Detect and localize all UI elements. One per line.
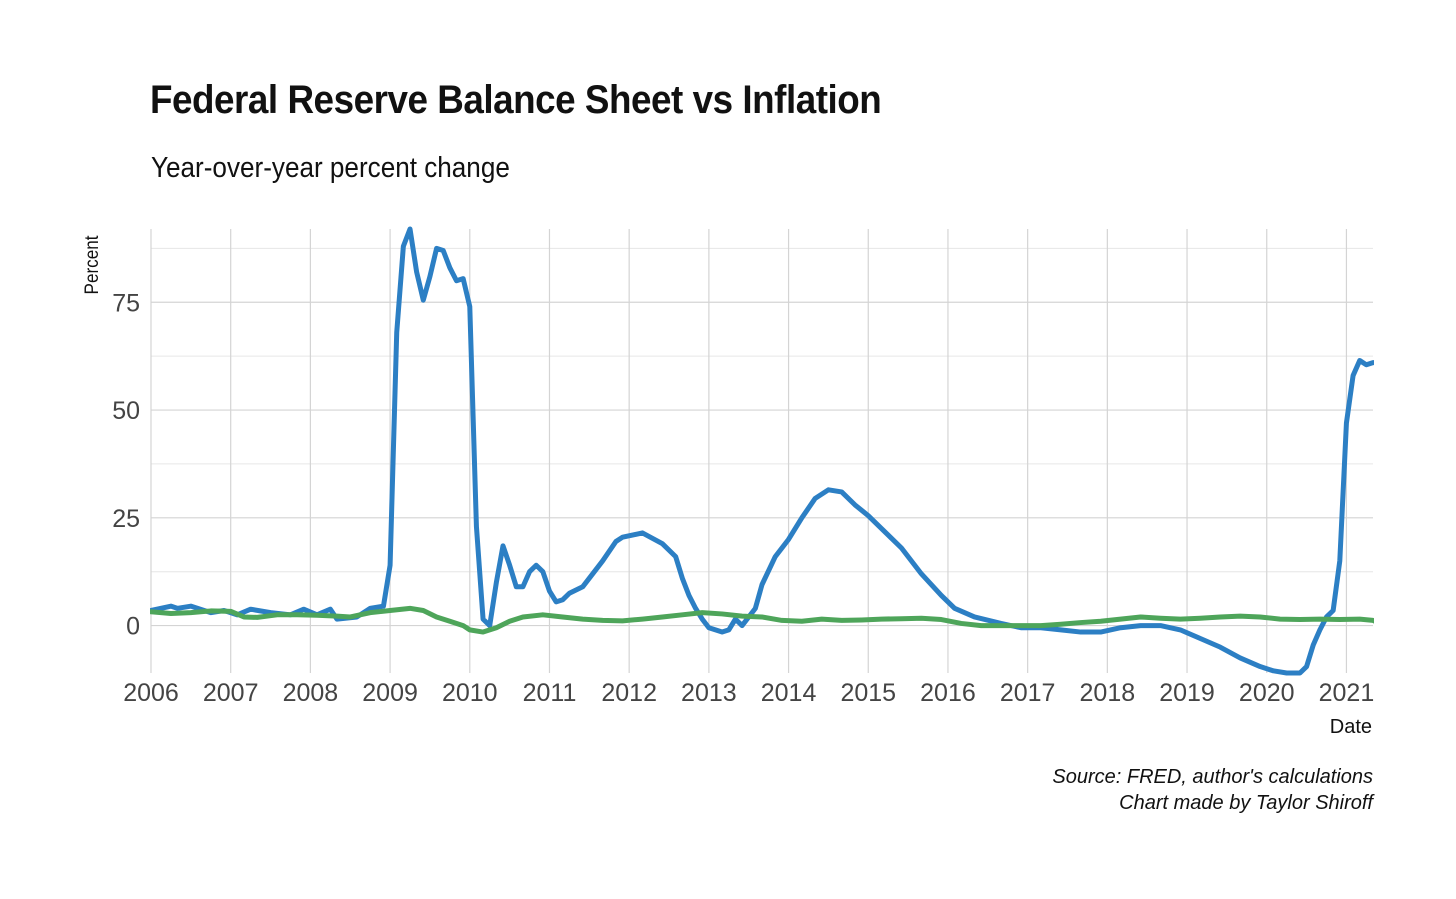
x-tick-label: 2007 [203,679,259,707]
x-tick-label: 2010 [442,679,498,707]
x-tick-label: 2013 [681,679,737,707]
series-line-2 [150,605,1374,635]
major-gridlines [150,229,1373,673]
chart-caption: Source: FRED, author's calculations Char… [1052,764,1373,816]
x-tick-label: 2019 [1159,679,1215,707]
x-tick-label: 2020 [1239,679,1295,707]
x-tick-label: 2021 [1319,679,1375,707]
y-axis-label: Percent [81,236,102,295]
x-tick-label: 2006 [123,679,179,707]
y-tick-label: 25 [112,505,140,533]
chart-title: Federal Reserve Balance Sheet vs Inflati… [150,78,882,122]
y-axis-tick-labels: 0 25 50 75 [112,289,140,640]
x-tick-label: 2011 [523,679,577,707]
series-layer [150,226,1374,676]
x-tick-label: 2012 [601,679,657,707]
y-tick-label: 50 [112,397,140,425]
y-tick-label: 75 [112,289,140,317]
chart-subtitle: Year-over-year percent change [151,152,510,184]
caption-credit: Chart made by Taylor Shiroff [1119,792,1373,814]
series-line-1 [150,226,1374,676]
x-tick-label: 2008 [283,679,339,707]
x-tick-label: 2016 [920,679,976,707]
minor-gridlines [151,247,1373,573]
x-tick-label: 2018 [1080,679,1136,707]
x-tick-label: 2015 [840,679,896,707]
x-tick-label: 2014 [761,679,817,707]
caption-source: Source: FRED, author's calculations [1052,766,1373,788]
x-axis-label: Date [1330,716,1372,738]
x-tick-label: 2017 [1000,679,1056,707]
y-tick-label: 0 [126,613,140,641]
x-tick-label: 2009 [362,679,418,707]
x-axis-tick-labels: 2006 2007 2008 2009 2010 2011 2012 2013 2014 2015… [123,679,1374,707]
